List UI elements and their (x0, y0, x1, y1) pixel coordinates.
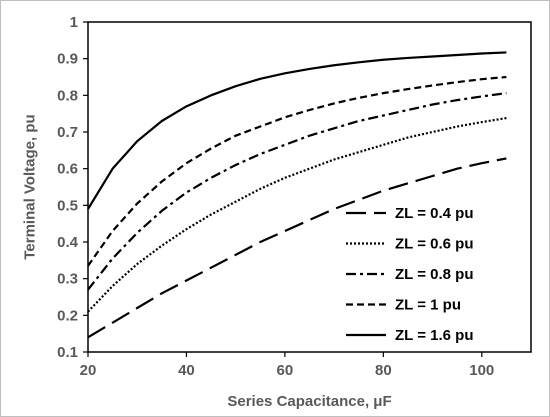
x-tick-label: 20 (80, 362, 97, 379)
legend: ZL = 0.4 pu ZL = 0.6 pu ZL = 0.8 pu ZL = 1 … (346, 205, 474, 344)
y-tick-label: 0.9 (57, 51, 78, 68)
y-axis-title: Terminal Voltage, pu (21, 114, 38, 259)
x-tick-label: 100 (469, 362, 494, 379)
y-tick-label: 0.7 (57, 124, 78, 141)
x-tick-label: 40 (178, 362, 195, 379)
series-line-2 (87, 116, 507, 313)
x-axis-title: Series Capacitance, μF (227, 393, 391, 410)
y-tick-label: 0.6 (57, 161, 78, 178)
y-tick-label: 0.4 (57, 234, 79, 251)
x-tick-label: 80 (375, 362, 392, 379)
y-tick-label: 0.2 (57, 307, 78, 324)
series-line-3 (87, 92, 507, 291)
series-lines (87, 51, 507, 339)
legend-label: ZL = 1.6 pu (395, 327, 474, 344)
series-line-4 (87, 75, 507, 267)
legend-label: ZL = 0.8 pu (395, 266, 474, 283)
legend-label: ZL = 0.4 pu (395, 205, 474, 222)
y-axis-ticks: 0.1 0.2 0.3 0.4 0.5 0.6 0.7 0.8 0.9 1 (57, 14, 88, 361)
series-line-5 (87, 51, 507, 210)
y-tick-label: 1 (70, 14, 78, 31)
series-line-1 (87, 157, 507, 339)
y-tick-label: 0.8 (57, 87, 78, 104)
y-tick-label: 0.1 (57, 344, 78, 361)
plot-area-border (87, 21, 532, 353)
y-tick-label: 0.3 (57, 271, 78, 288)
y-tick-label: 0.5 (57, 197, 78, 214)
legend-label: ZL = 1 pu (395, 297, 461, 314)
legend-label: ZL = 0.6 pu (395, 236, 474, 253)
x-tick-label: 60 (277, 362, 294, 379)
x-axis-ticks: 20 40 60 80 100 (80, 352, 494, 379)
